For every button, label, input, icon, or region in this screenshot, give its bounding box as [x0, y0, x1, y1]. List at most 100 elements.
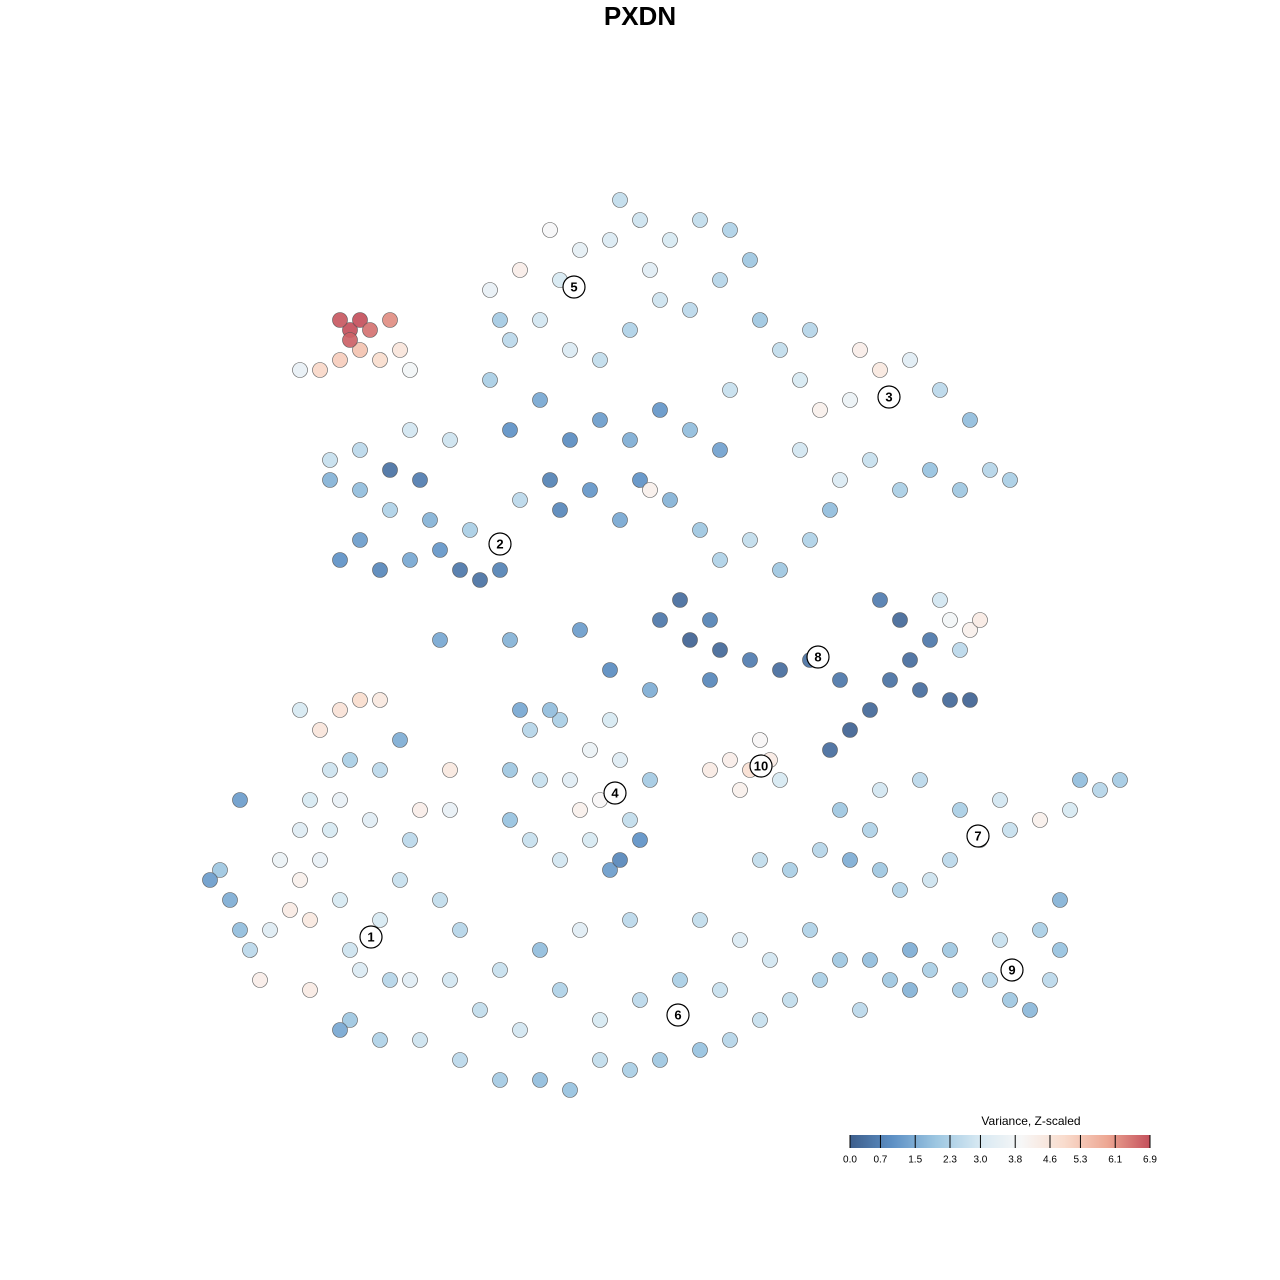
- point: [372, 352, 388, 368]
- point: [492, 1072, 508, 1088]
- point: [532, 312, 548, 328]
- point: [942, 612, 958, 628]
- point: [252, 972, 268, 988]
- point: [712, 552, 728, 568]
- colorbar-tick-label: 1.5: [908, 1155, 922, 1166]
- point: [622, 912, 638, 928]
- point: [322, 452, 338, 468]
- point: [452, 922, 468, 938]
- colorbar-title: Variance, Z-scaled: [981, 1114, 1080, 1128]
- points: [202, 192, 1128, 1098]
- point: [682, 422, 698, 438]
- point: [322, 822, 338, 838]
- point: [302, 792, 318, 808]
- point: [692, 212, 708, 228]
- point: [692, 1042, 708, 1058]
- cluster-label: 8: [814, 649, 821, 664]
- point: [722, 1032, 738, 1048]
- point: [772, 772, 788, 788]
- point: [842, 392, 858, 408]
- point: [752, 1012, 768, 1028]
- point: [802, 922, 818, 938]
- point: [592, 412, 608, 428]
- point: [472, 572, 488, 588]
- point: [392, 732, 408, 748]
- point: [232, 792, 248, 808]
- point: [902, 982, 918, 998]
- point: [492, 312, 508, 328]
- point: [312, 362, 328, 378]
- point: [652, 1052, 668, 1068]
- point: [682, 302, 698, 318]
- point: [512, 702, 528, 718]
- point: [952, 982, 968, 998]
- point: [902, 352, 918, 368]
- point: [332, 702, 348, 718]
- point: [612, 852, 628, 868]
- point: [622, 432, 638, 448]
- point: [722, 752, 738, 768]
- point: [842, 852, 858, 868]
- point: [852, 342, 868, 358]
- chart-title: PXDN: [604, 1, 676, 31]
- cluster-label-badge: [749, 754, 773, 778]
- point: [982, 462, 998, 478]
- point: [362, 812, 378, 828]
- cluster-label: 9: [1008, 962, 1015, 977]
- point: [392, 872, 408, 888]
- point: [942, 692, 958, 708]
- point: [772, 662, 788, 678]
- colorbar-tick-label: 2.3: [943, 1155, 957, 1166]
- cluster-label: 10: [754, 758, 768, 773]
- point: [832, 672, 848, 688]
- point: [472, 1002, 488, 1018]
- point: [682, 632, 698, 648]
- cluster-label: 7: [974, 828, 981, 843]
- point: [512, 492, 528, 508]
- point: [1092, 782, 1108, 798]
- point: [402, 832, 418, 848]
- cluster-label: 6: [674, 1007, 681, 1022]
- point: [302, 982, 318, 998]
- point: [632, 212, 648, 228]
- point: [792, 372, 808, 388]
- point: [722, 382, 738, 398]
- point: [502, 422, 518, 438]
- point: [902, 942, 918, 958]
- point: [992, 792, 1008, 808]
- point: [802, 532, 818, 548]
- colorbar-tick-label: 3.0: [973, 1155, 987, 1166]
- point: [492, 962, 508, 978]
- point: [382, 312, 398, 328]
- point: [582, 482, 598, 498]
- point: [602, 712, 618, 728]
- point: [692, 912, 708, 928]
- point: [522, 722, 538, 738]
- point: [292, 702, 308, 718]
- point: [622, 812, 638, 828]
- point: [542, 222, 558, 238]
- point: [632, 472, 648, 488]
- point: [912, 682, 928, 698]
- point: [972, 612, 988, 628]
- point: [862, 702, 878, 718]
- point: [712, 442, 728, 458]
- point: [352, 482, 368, 498]
- point: [772, 342, 788, 358]
- point: [1072, 772, 1088, 788]
- cluster-label-badge: [666, 1003, 690, 1027]
- point: [402, 972, 418, 988]
- point: [892, 612, 908, 628]
- point: [1032, 812, 1048, 828]
- point: [282, 902, 298, 918]
- point: [1062, 802, 1078, 818]
- point: [392, 342, 408, 358]
- point: [572, 242, 588, 258]
- point: [352, 342, 368, 358]
- point: [872, 592, 888, 608]
- point: [432, 542, 448, 558]
- point: [322, 472, 338, 488]
- point: [812, 842, 828, 858]
- point: [542, 472, 558, 488]
- point: [832, 802, 848, 818]
